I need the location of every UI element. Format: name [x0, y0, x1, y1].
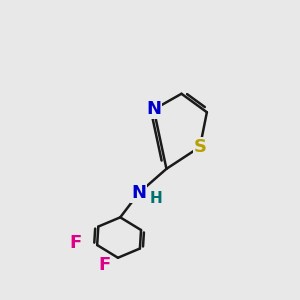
- Text: H: H: [150, 191, 162, 206]
- Text: S: S: [194, 138, 206, 156]
- Text: N: N: [146, 100, 161, 118]
- Text: F: F: [98, 256, 110, 274]
- Text: F: F: [69, 234, 81, 252]
- Text: N: N: [131, 184, 146, 202]
